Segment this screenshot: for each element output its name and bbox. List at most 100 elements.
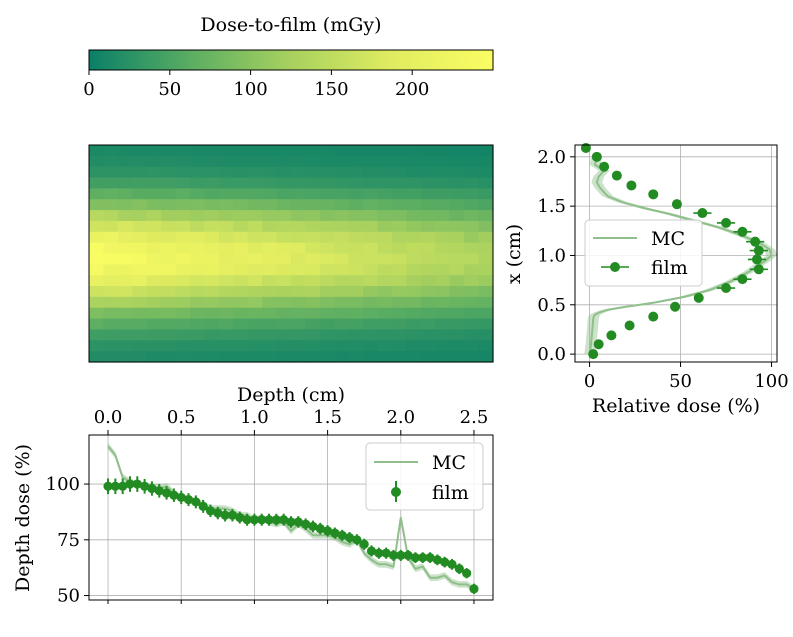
heatmap-cell	[233, 286, 249, 298]
heatmap-cell	[420, 220, 436, 233]
heatmap-cell	[348, 318, 364, 331]
heatmap-cell	[146, 286, 162, 298]
heatmap-cell	[334, 329, 350, 341]
heatmap-cell	[89, 307, 105, 320]
heatmap-cell	[305, 145, 321, 157]
heatmap-cell	[478, 210, 494, 222]
heatmap-cell	[348, 351, 364, 363]
heatmap-cell	[262, 210, 278, 222]
lateral-profile-film-points	[580, 142, 768, 360]
film-point	[693, 292, 704, 303]
heatmap-cell	[103, 264, 119, 276]
heatmap-cell	[262, 264, 278, 276]
x-tick-label: 1.5	[313, 407, 342, 428]
heatmap-cell	[204, 231, 220, 244]
heatmap-cell	[175, 340, 191, 352]
heatmap-cell	[233, 340, 249, 352]
heatmap-cell	[334, 340, 350, 352]
heatmap-cell	[146, 155, 162, 168]
heatmap-cell	[377, 177, 393, 189]
heatmap-cell	[161, 242, 177, 255]
heatmap-cell	[117, 166, 133, 179]
heatmap-cell	[420, 166, 436, 179]
heatmap-cell	[276, 188, 292, 200]
film-point	[322, 526, 333, 536]
heatmap-cell	[363, 329, 379, 341]
heatmap-cell	[161, 155, 177, 168]
heatmap-cell	[233, 242, 249, 255]
heatmap-cell	[233, 231, 249, 244]
heatmap-cell	[161, 253, 177, 265]
heatmap-cell	[204, 351, 220, 363]
heatmap-cell	[190, 231, 206, 244]
heatmap-cell	[117, 286, 133, 298]
heatmap-cell	[291, 188, 307, 200]
film-point	[315, 524, 325, 534]
heatmap-cell	[247, 318, 263, 331]
heatmap-cell	[117, 199, 133, 211]
heatmap-cell	[117, 253, 133, 265]
heatmap-cell	[420, 231, 436, 244]
heatmap-cell	[175, 210, 191, 222]
heatmap-cell	[334, 188, 350, 200]
heatmap-cell	[478, 188, 494, 200]
heatmap-cell	[406, 220, 422, 233]
heatmap-cell	[420, 351, 436, 363]
heatmap-cell	[146, 253, 162, 265]
heatmap-cell	[218, 264, 234, 276]
heatmap-cell	[233, 155, 249, 168]
heatmap-cell	[103, 329, 119, 341]
heatmap-cell	[175, 296, 191, 309]
film-point	[125, 479, 135, 489]
heatmap-cell	[334, 231, 350, 244]
film-point	[721, 283, 732, 294]
heatmap-cell	[276, 220, 292, 233]
heatmap-cell	[377, 275, 393, 287]
heatmap-cell	[478, 145, 494, 157]
heatmap-cell	[319, 253, 335, 265]
heatmap-cell	[319, 220, 335, 233]
heatmap-cell	[89, 188, 105, 200]
colorbar-tick-label: 0	[83, 79, 94, 100]
heatmap-cell	[377, 145, 393, 157]
heatmap-cell	[464, 145, 480, 157]
x-tick-label: 50	[669, 371, 692, 392]
heatmap-cell	[319, 242, 335, 255]
heatmap-cell	[334, 166, 350, 179]
heatmap-cell	[204, 253, 220, 265]
heatmap-cell	[132, 220, 148, 233]
heatmap-cell	[204, 210, 220, 222]
heatmap-cell	[161, 220, 177, 233]
heatmap-cell	[363, 166, 379, 179]
heatmap-cell	[363, 199, 379, 211]
heatmap-cell	[435, 275, 451, 287]
heatmap-cell	[348, 199, 364, 211]
heatmap-cell	[233, 329, 249, 341]
heatmap-cell	[319, 286, 335, 298]
heatmap-cell	[464, 155, 480, 168]
heatmap-cell	[348, 264, 364, 276]
heatmap-cell	[103, 340, 119, 352]
heatmap-cell	[319, 318, 335, 331]
film-point	[191, 497, 201, 507]
heatmap-cell	[132, 318, 148, 331]
heatmap-cell	[435, 199, 451, 211]
heatmap-cell	[262, 166, 278, 179]
heatmap-cell	[276, 166, 292, 179]
heatmap-cell	[89, 177, 105, 189]
heatmap-cell	[406, 231, 422, 244]
y-tick-label: 1.5	[537, 196, 566, 217]
heatmap-cell	[276, 242, 292, 255]
heatmap-cell	[103, 231, 119, 244]
film-point	[670, 301, 681, 312]
heatmap-cell	[478, 286, 494, 298]
heatmap-cell	[478, 351, 494, 363]
heatmap-cell	[291, 275, 307, 287]
heatmap-cell	[348, 329, 364, 341]
heatmap-cell	[406, 329, 422, 341]
heatmap-cell	[262, 199, 278, 211]
y-tick-label: 75	[57, 530, 80, 551]
heatmap-cell	[305, 231, 321, 244]
heatmap-cell	[146, 329, 162, 341]
